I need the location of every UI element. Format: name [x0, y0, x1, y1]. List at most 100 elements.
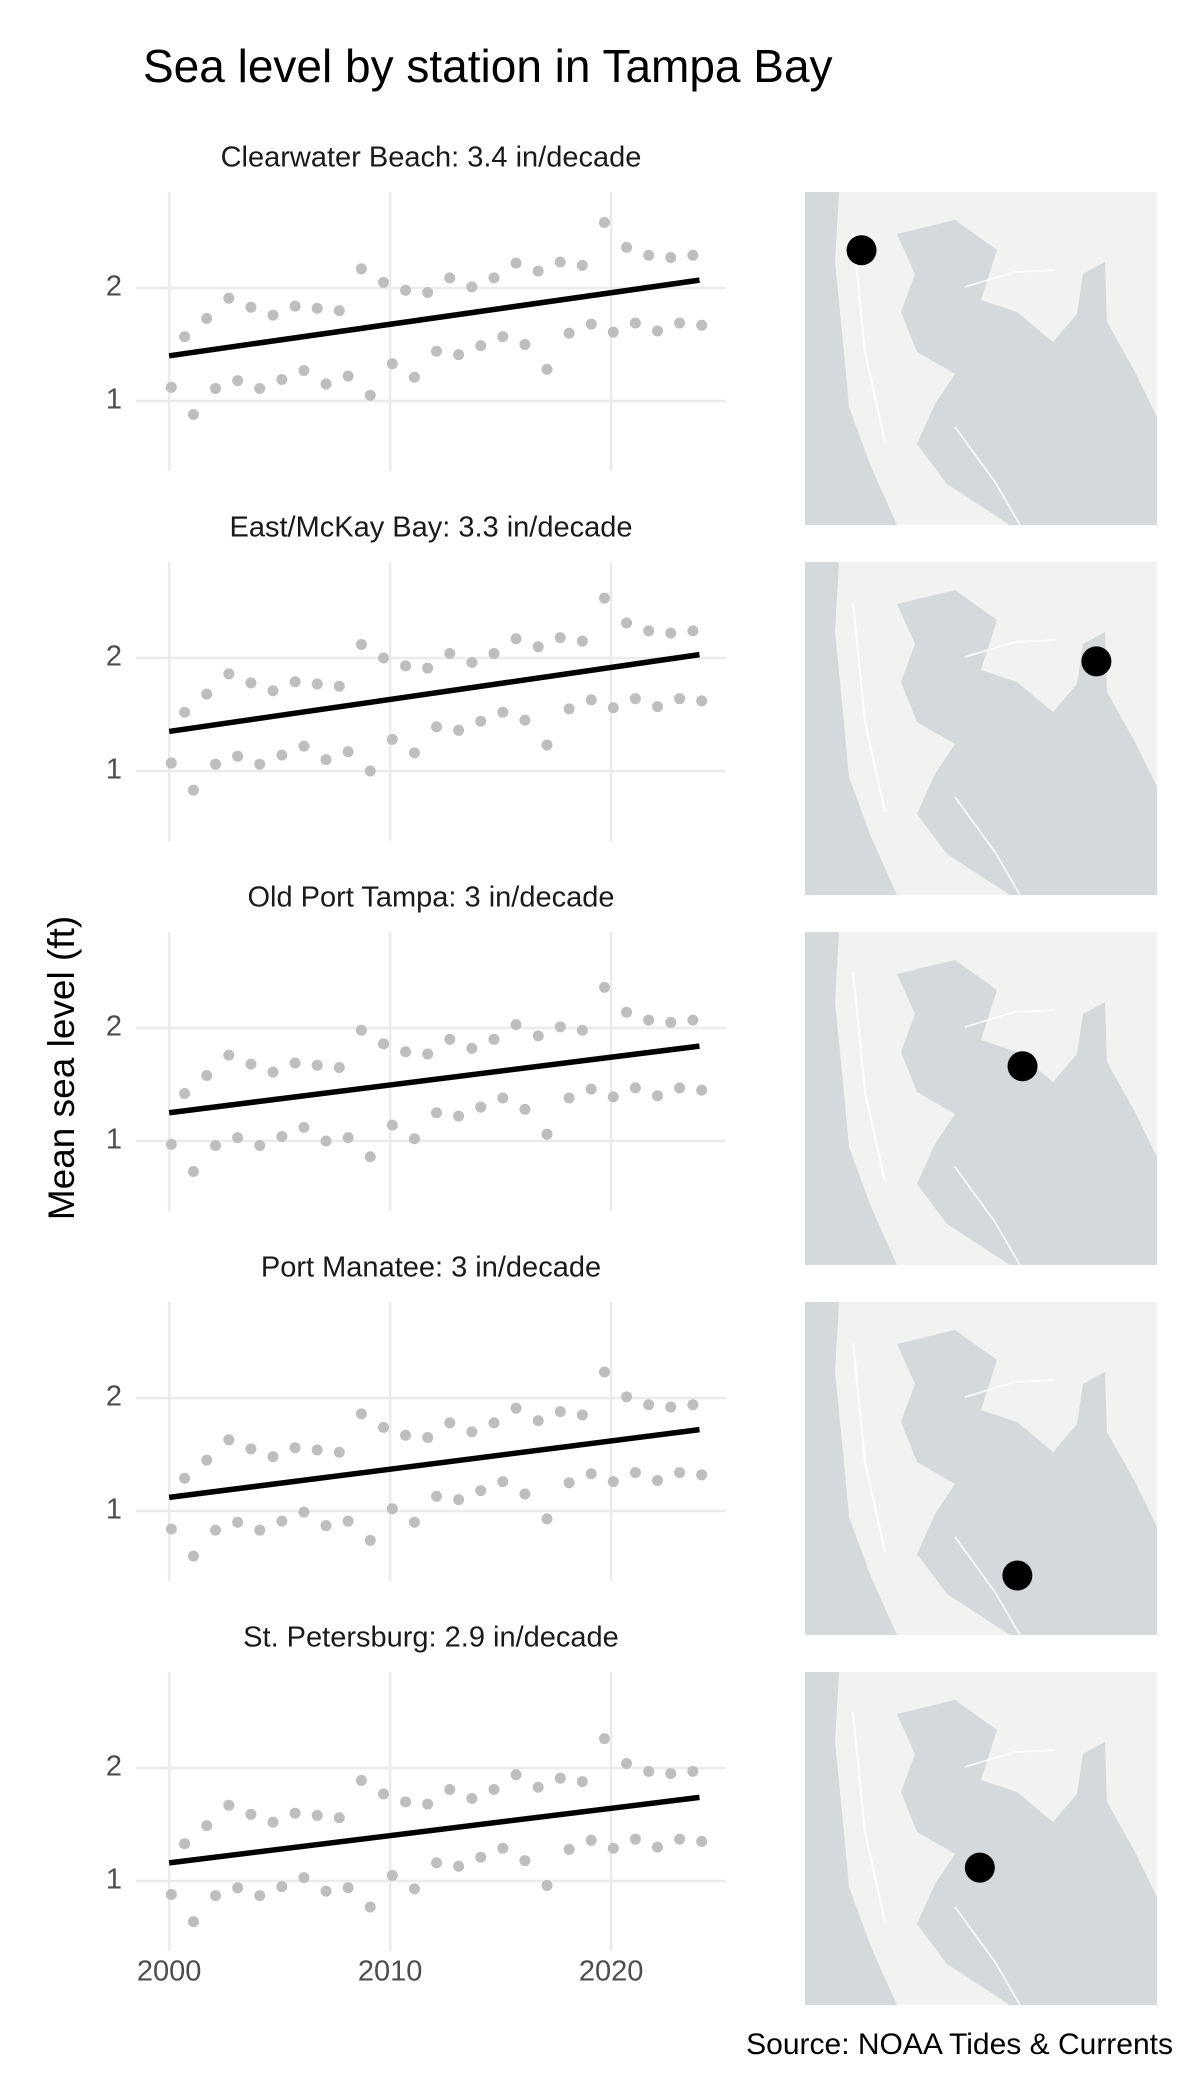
data-point [232, 375, 244, 387]
data-point [621, 241, 633, 253]
station-dot [846, 235, 877, 266]
data-point [201, 1069, 213, 1081]
data-point [289, 1807, 301, 1819]
data-point [598, 592, 610, 604]
data-point [400, 1046, 412, 1058]
data-point [311, 1444, 323, 1456]
data-point [696, 1084, 708, 1096]
data-point [165, 1889, 177, 1901]
data-point [187, 1165, 199, 1177]
data-point [665, 1401, 677, 1413]
trend-line [168, 1426, 700, 1501]
data-point [687, 1399, 699, 1411]
data-point [585, 694, 597, 706]
data-point [289, 1442, 301, 1454]
data-point [453, 1110, 465, 1122]
y-tick-label: 1 [106, 1494, 122, 1526]
data-point [223, 668, 235, 680]
data-point [355, 1024, 367, 1036]
data-point [497, 1476, 509, 1488]
data-point [687, 1014, 699, 1026]
y-tick-label: 2 [106, 1381, 122, 1413]
data-point [201, 688, 213, 700]
data-point [377, 1421, 389, 1433]
data-point [298, 1872, 310, 1884]
data-point [444, 1783, 456, 1795]
data-point [563, 1843, 575, 1855]
data-point [333, 1812, 345, 1824]
data-point [276, 1130, 288, 1142]
data-point [674, 1082, 686, 1094]
data-point [444, 1033, 456, 1045]
data-point [519, 1488, 531, 1500]
data-point [510, 257, 522, 269]
facet-title: Clearwater Beach: 3.4 in/decade [221, 142, 642, 174]
facet-title: East/McKay Bay: 3.3 in/decade [230, 512, 633, 544]
data-point [422, 1048, 434, 1060]
trend-line [168, 277, 700, 359]
map-base [805, 1302, 1157, 1635]
x-tick-label: 2020 [579, 1956, 644, 1988]
data-point [466, 1042, 478, 1054]
y-tick-label: 2 [106, 1011, 122, 1043]
data-point [475, 1485, 487, 1497]
data-point [276, 1515, 288, 1527]
data-point [665, 1768, 677, 1780]
data-point [674, 317, 686, 329]
data-point [298, 740, 310, 752]
data-point [377, 276, 389, 288]
data-point [651, 1841, 663, 1853]
data-point [563, 703, 575, 715]
data-point [311, 1059, 323, 1071]
data-point [267, 1451, 279, 1463]
data-point [687, 249, 699, 261]
data-point [598, 1366, 610, 1378]
data-point [629, 1082, 641, 1094]
data-point [621, 1757, 633, 1769]
data-point [289, 676, 301, 688]
data-point [431, 1107, 443, 1119]
data-point [629, 1467, 641, 1479]
data-point [377, 1788, 389, 1800]
data-point [466, 1793, 478, 1805]
data-point [444, 647, 456, 659]
facet: East/McKay Bay: 3.3 in/decade 1 2 [106, 512, 1157, 895]
data-point [201, 1454, 213, 1466]
data-point [541, 739, 553, 751]
data-point [355, 263, 367, 275]
data-point [453, 724, 465, 736]
data-point [320, 378, 332, 390]
data-point [629, 1833, 641, 1845]
data-point [488, 1033, 500, 1045]
data-point [320, 1520, 332, 1532]
data-point [298, 1506, 310, 1518]
data-point [541, 1513, 553, 1525]
data-point [201, 313, 213, 325]
data-point [497, 1092, 509, 1104]
data-point [355, 638, 367, 650]
data-point [643, 625, 655, 637]
map-base [805, 562, 1157, 895]
data-point [201, 1820, 213, 1832]
facet-title: St. Petersburg: 2.9 in/decade [243, 1622, 619, 1654]
data-point [475, 1101, 487, 1113]
data-point [687, 625, 699, 637]
data-point [607, 1476, 619, 1488]
data-point [488, 272, 500, 284]
data-point [696, 319, 708, 331]
data-point [541, 1128, 553, 1140]
data-point [400, 1429, 412, 1441]
data-point [497, 331, 509, 343]
data-point [453, 349, 465, 361]
data-point [377, 652, 389, 664]
data-point [311, 678, 323, 690]
data-point [585, 1834, 597, 1846]
data-point [408, 747, 420, 759]
data-point [400, 284, 412, 296]
data-point [488, 647, 500, 659]
data-point [687, 1765, 699, 1777]
data-point [223, 1434, 235, 1446]
data-point [210, 383, 222, 395]
data-point [532, 1415, 544, 1427]
data-point [210, 1524, 222, 1536]
